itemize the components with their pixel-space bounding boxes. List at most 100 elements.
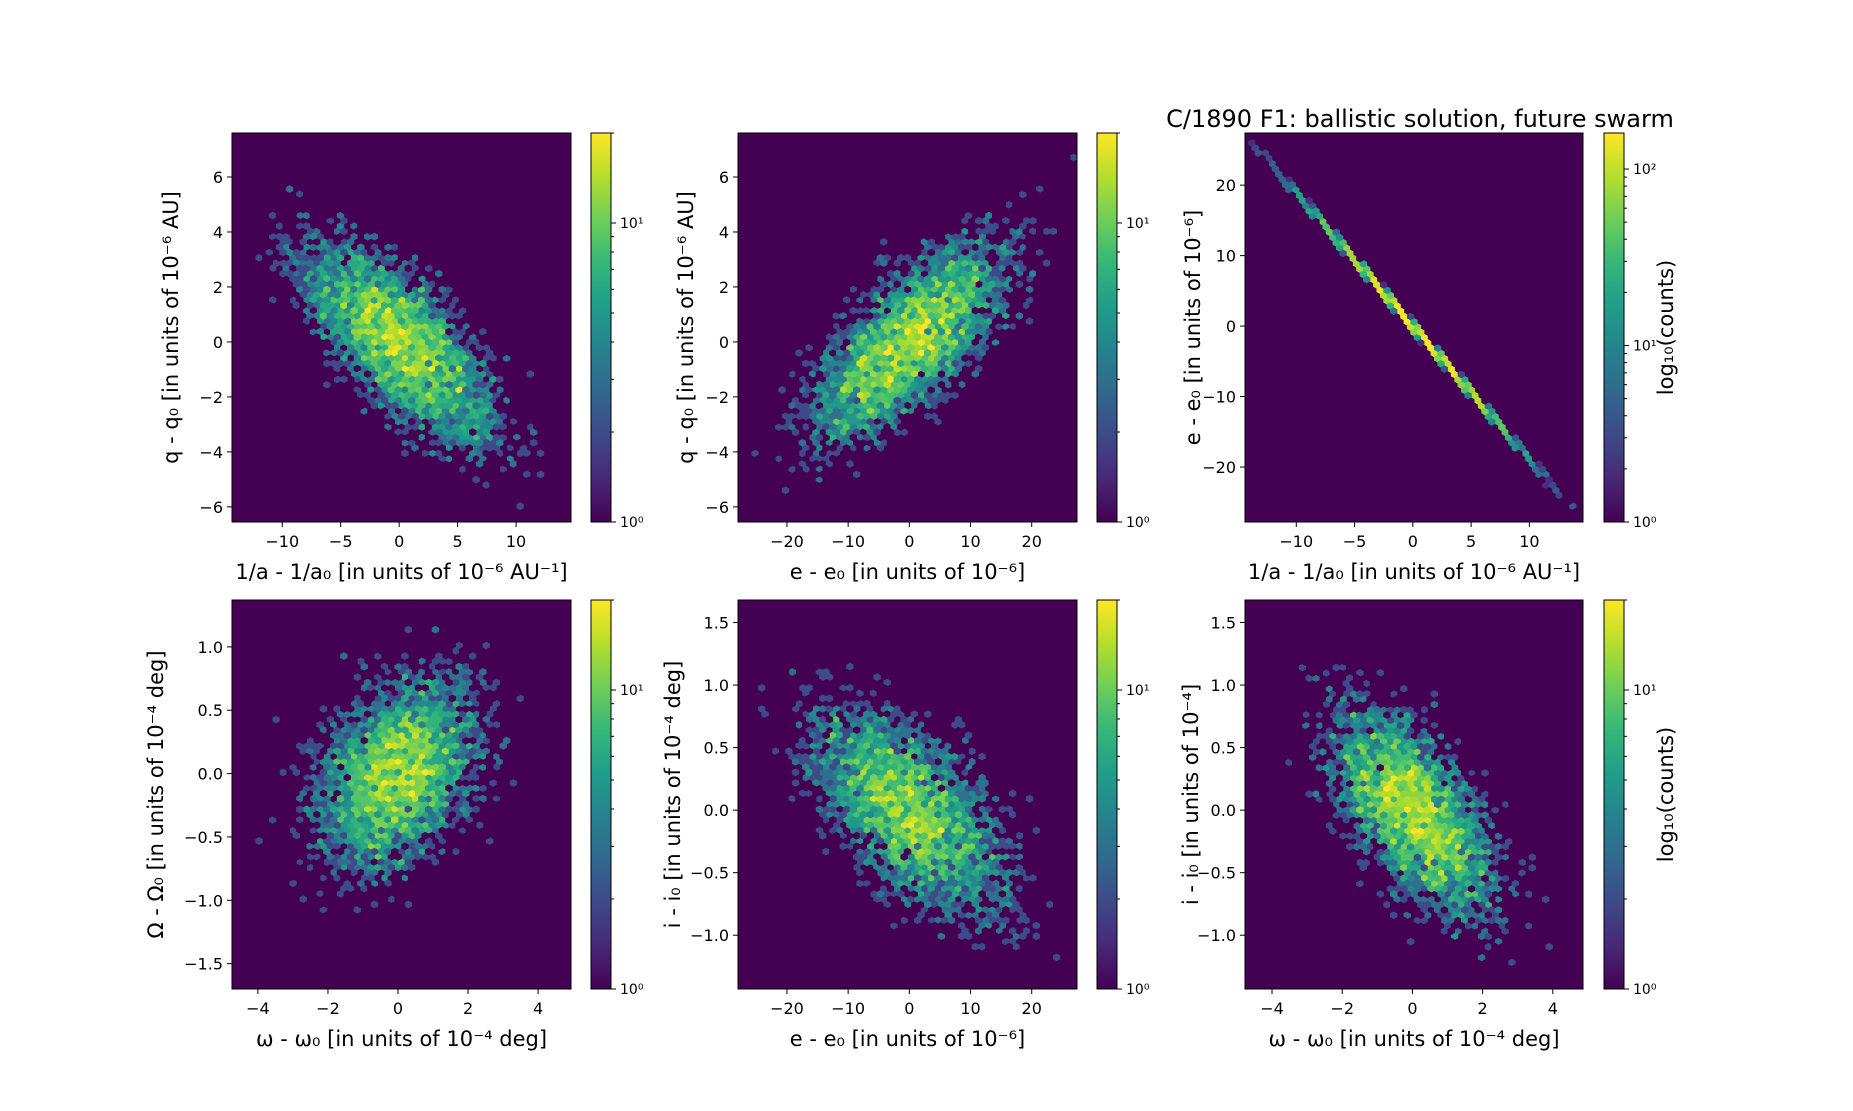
hexbin-cell <box>367 269 375 278</box>
hexbin-cell <box>968 386 976 394</box>
hexbin-cell <box>995 238 1003 246</box>
hexbin-cell <box>853 417 861 426</box>
hexbin-cell <box>408 831 416 840</box>
hexbin-cell <box>431 710 440 718</box>
hexbin-cell <box>937 338 946 347</box>
hexbin-cell <box>876 794 885 803</box>
hexbin-cell <box>927 937 935 946</box>
hexbin-cell <box>1572 507 1580 516</box>
hexbin-cell <box>964 211 973 220</box>
hexbin-cell <box>886 757 895 766</box>
hexbin-cell <box>971 359 979 368</box>
hexbin-cell <box>455 364 463 373</box>
hexbin-cell <box>374 800 382 808</box>
hexbin-cell <box>849 710 857 718</box>
hexbin-cell <box>313 821 321 829</box>
hexbin-cell <box>947 895 956 903</box>
hexbin-cell <box>421 736 429 745</box>
hexbin-cell <box>961 217 969 225</box>
hexbin-cell <box>880 747 888 755</box>
hexbin-cell <box>1005 890 1013 898</box>
hexbin-cell <box>1012 296 1020 304</box>
hexbin-cell <box>482 333 490 341</box>
hexbin-cell <box>1032 190 1040 199</box>
hexbin-cell <box>363 847 372 856</box>
hexbin-cell <box>907 800 915 808</box>
hexbin-cell <box>380 863 389 872</box>
hexbin-cell <box>775 423 783 431</box>
hexbin-cell <box>363 275 372 283</box>
hexbin-cell <box>775 721 783 729</box>
y-tick-label: 6 <box>213 168 223 187</box>
hexbin-cell <box>347 779 355 787</box>
hexbin-cell <box>340 343 348 352</box>
hexbin-cell <box>414 343 423 352</box>
hexbin-cell <box>394 259 402 267</box>
hexbin-cell <box>421 407 429 415</box>
hexbin-cell <box>377 847 385 856</box>
hexbin-cell <box>408 853 416 861</box>
hexbin-cell <box>397 742 406 750</box>
hexbin-cell <box>316 710 324 718</box>
hexbin-cell <box>252 810 260 819</box>
hexbin-cell <box>479 731 487 740</box>
hexbin-cell <box>900 694 908 703</box>
hexbin-cell <box>795 847 803 856</box>
hexbin-cell <box>873 375 881 384</box>
hexbin-cell <box>829 327 837 336</box>
hexbin-cell <box>465 847 473 856</box>
hexbin-cell <box>832 863 840 872</box>
hexbin-cell <box>377 232 385 241</box>
hexbin-cell <box>808 423 817 431</box>
hexbin-cell <box>791 512 800 521</box>
hexbin-cell <box>832 789 840 798</box>
hexbin-cell <box>971 275 979 283</box>
hexbin-cell <box>958 773 966 782</box>
hexbin-cell <box>869 423 878 431</box>
hexbin-cell <box>1025 837 1034 845</box>
hexbin-cell <box>326 248 334 257</box>
hexbin-cell <box>347 863 355 872</box>
hexbin-cell <box>812 757 820 766</box>
hexbin-cell <box>825 662 834 671</box>
hexbin-cell <box>944 296 952 304</box>
hexbin-cell <box>920 810 929 819</box>
hexbin-cell <box>377 296 385 304</box>
hexbin-cell <box>319 705 328 713</box>
hexbin-cell <box>991 306 1000 315</box>
hexbin-cell <box>374 248 382 257</box>
hexbin-cell <box>1036 227 1044 236</box>
hexbin-cell <box>937 190 946 199</box>
hexbin-cell <box>387 779 395 787</box>
hexbin-cell <box>357 773 365 782</box>
hexbin-cell <box>1008 269 1017 278</box>
hexbin-cell <box>832 354 840 362</box>
hexbin-cell <box>937 370 946 378</box>
hexbin-cell <box>489 322 497 331</box>
y-tick-label: −6 <box>199 498 223 517</box>
hexbin-cell <box>404 731 412 740</box>
hexbin-layer <box>738 133 1077 522</box>
hexbin-cell <box>853 736 861 745</box>
hexbin-cell <box>347 705 355 713</box>
hexbin-cell <box>309 773 318 782</box>
hexbin-cell <box>930 890 939 898</box>
hexbin-cell <box>988 757 996 766</box>
hexbin-cell <box>903 731 912 740</box>
hexbin-cell <box>319 259 328 267</box>
hexbin-cell <box>347 248 355 257</box>
hexbin-cell <box>326 354 334 362</box>
hexbin-cell <box>981 884 990 893</box>
hexbin-cell <box>1373 281 1381 289</box>
hexbin-cell <box>374 364 382 373</box>
hexbin-cell <box>343 721 351 729</box>
hexbin-cell <box>340 333 348 341</box>
hexbin-cell <box>499 317 507 325</box>
hexbin-cell <box>1005 306 1013 315</box>
hexbin-cell <box>506 317 514 325</box>
hexbin-cell <box>975 238 983 246</box>
hexbin-cell <box>825 438 834 447</box>
hexbin-cell <box>496 800 504 808</box>
hexbin-cell <box>968 831 976 840</box>
hexbin-cell <box>319 842 328 851</box>
